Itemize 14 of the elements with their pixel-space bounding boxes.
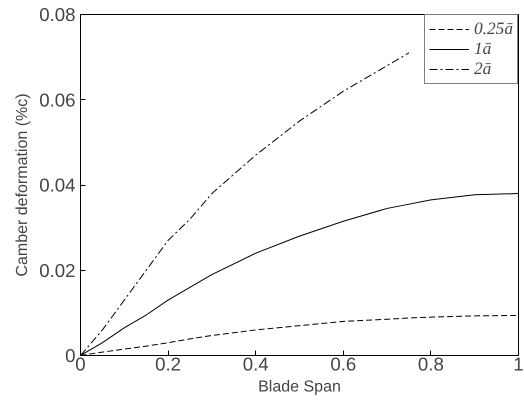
legend-label: 1ā xyxy=(474,39,492,59)
x-tick-label: 0.4 xyxy=(242,354,269,374)
legend-label: 2ā xyxy=(474,59,492,79)
x-tick-label: 0.2 xyxy=(155,354,182,374)
x-axis-title: Blade Span xyxy=(258,378,341,396)
y-tick-label: 0.06 xyxy=(39,89,76,110)
legend-label: 0.25ā xyxy=(474,19,513,39)
y-tick-label: 0.04 xyxy=(39,174,76,196)
y-tick-label: 0.08 xyxy=(39,4,76,25)
x-tick-label: 0.8 xyxy=(418,354,444,374)
y-tick-label: 0.02 xyxy=(39,260,76,281)
y-axis-title: Camber deformation (%c) xyxy=(14,93,32,277)
x-tick-label: 1 xyxy=(513,354,524,374)
x-tick-label: 0.6 xyxy=(330,354,356,374)
